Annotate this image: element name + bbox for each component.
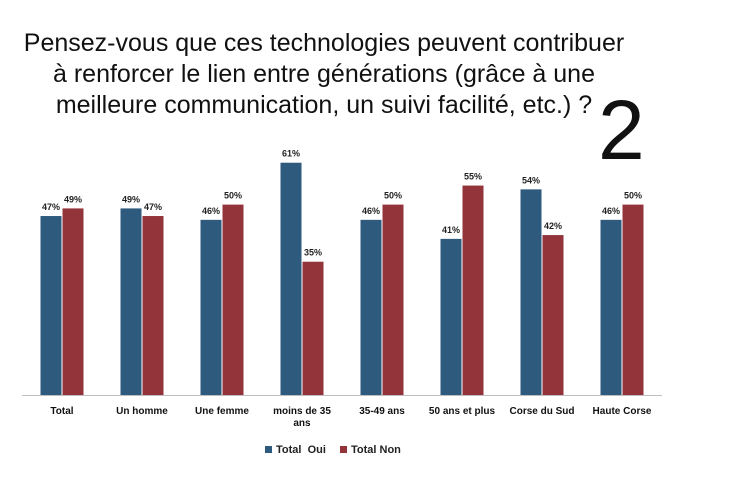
legend-swatch-non xyxy=(340,446,347,453)
bar-non-1 xyxy=(142,216,164,395)
category-label-7: Haute Corse xyxy=(593,406,652,417)
bar-oui-1 xyxy=(120,208,142,395)
bar-oui-7 xyxy=(600,219,622,395)
data-label-non-0: 49% xyxy=(64,194,82,204)
legend-label-non: Total Non xyxy=(351,444,401,456)
data-label-oui-1: 49% xyxy=(122,194,140,204)
data-label-non-4: 50% xyxy=(384,191,402,201)
data-label-non-6: 42% xyxy=(544,221,562,231)
category-label-3: moins de 35 xyxy=(273,406,331,417)
slide-title: Pensez-vous que ces technologies peuvent… xyxy=(23,29,625,119)
category-label-0: Total xyxy=(50,406,73,417)
data-label-non-5: 55% xyxy=(464,172,482,182)
bar-oui-5 xyxy=(440,238,462,395)
bar-oui-4 xyxy=(360,219,382,395)
bar-oui-2 xyxy=(200,219,222,395)
category-label-6: Corse du Sud xyxy=(509,406,574,417)
data-label-oui-2: 46% xyxy=(202,206,220,216)
bar-non-0 xyxy=(62,208,84,395)
data-label-oui-0: 47% xyxy=(42,202,60,212)
category-label-3-line2: ans xyxy=(293,418,311,429)
data-label-non-7: 50% xyxy=(624,191,642,201)
data-label-oui-4: 46% xyxy=(362,206,380,216)
data-label-oui-7: 46% xyxy=(602,206,620,216)
bar-non-6 xyxy=(542,235,564,395)
legend-label-oui: Total Oui xyxy=(276,444,326,456)
bar-non-5 xyxy=(462,185,484,395)
category-label-1: Un homme xyxy=(116,406,168,417)
bar-non-4 xyxy=(382,204,404,395)
bar-oui-0 xyxy=(40,216,62,395)
data-label-oui-6: 54% xyxy=(522,175,540,185)
category-label-4: 35-49 ans xyxy=(359,406,405,417)
bar-oui-3 xyxy=(280,162,302,395)
data-label-non-2: 50% xyxy=(224,191,242,201)
data-label-non-3: 35% xyxy=(304,248,322,258)
bars-layer: 47% 49% 49% 47% 46% 50% 61% 35% 46% 50% 41% 55% 54% 4… xyxy=(40,149,644,395)
legend: Total Oui Total Non xyxy=(265,444,401,456)
bar-non-3 xyxy=(302,261,324,395)
category-label-5: 50 ans et plus xyxy=(429,406,496,417)
bar-non-7 xyxy=(622,204,644,395)
data-label-oui-3: 61% xyxy=(282,149,300,159)
bar-oui-6 xyxy=(520,189,542,395)
category-label-2: Une femme xyxy=(195,406,249,417)
slide-number: 2 xyxy=(598,83,645,177)
data-label-oui-5: 41% xyxy=(442,225,460,235)
legend-swatch-oui xyxy=(265,446,272,453)
data-label-non-1: 47% xyxy=(144,202,162,212)
bar-non-2 xyxy=(222,204,244,395)
